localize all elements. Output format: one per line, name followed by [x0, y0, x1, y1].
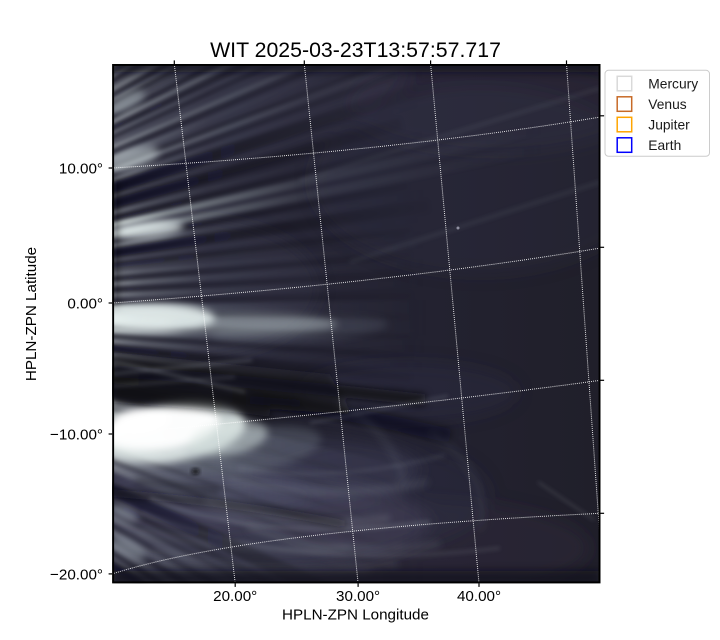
svg-text:10.00°: 10.00°	[59, 161, 103, 178]
svg-text:30.00°: 30.00°	[336, 588, 380, 605]
svg-text:Mercury: Mercury	[648, 76, 698, 91]
svg-text:Venus: Venus	[648, 97, 686, 112]
svg-text:HPLN-ZPN Longitude: HPLN-ZPN Longitude	[282, 607, 429, 624]
svg-text:Earth: Earth	[648, 138, 681, 153]
svg-text:−10.00°: −10.00°	[50, 427, 103, 444]
svg-text:Jupiter: Jupiter	[648, 117, 690, 132]
svg-text:WIT 2025-03-23T13:57:57.717: WIT 2025-03-23T13:57:57.717	[210, 38, 501, 62]
svg-text:20.00°: 20.00°	[213, 588, 257, 605]
svg-text:40.00°: 40.00°	[457, 588, 501, 605]
svg-text:0.00°: 0.00°	[67, 296, 103, 313]
svg-text:−20.00°: −20.00°	[50, 566, 103, 583]
svg-text:HPLN-ZPN Latitude: HPLN-ZPN Latitude	[23, 247, 40, 381]
